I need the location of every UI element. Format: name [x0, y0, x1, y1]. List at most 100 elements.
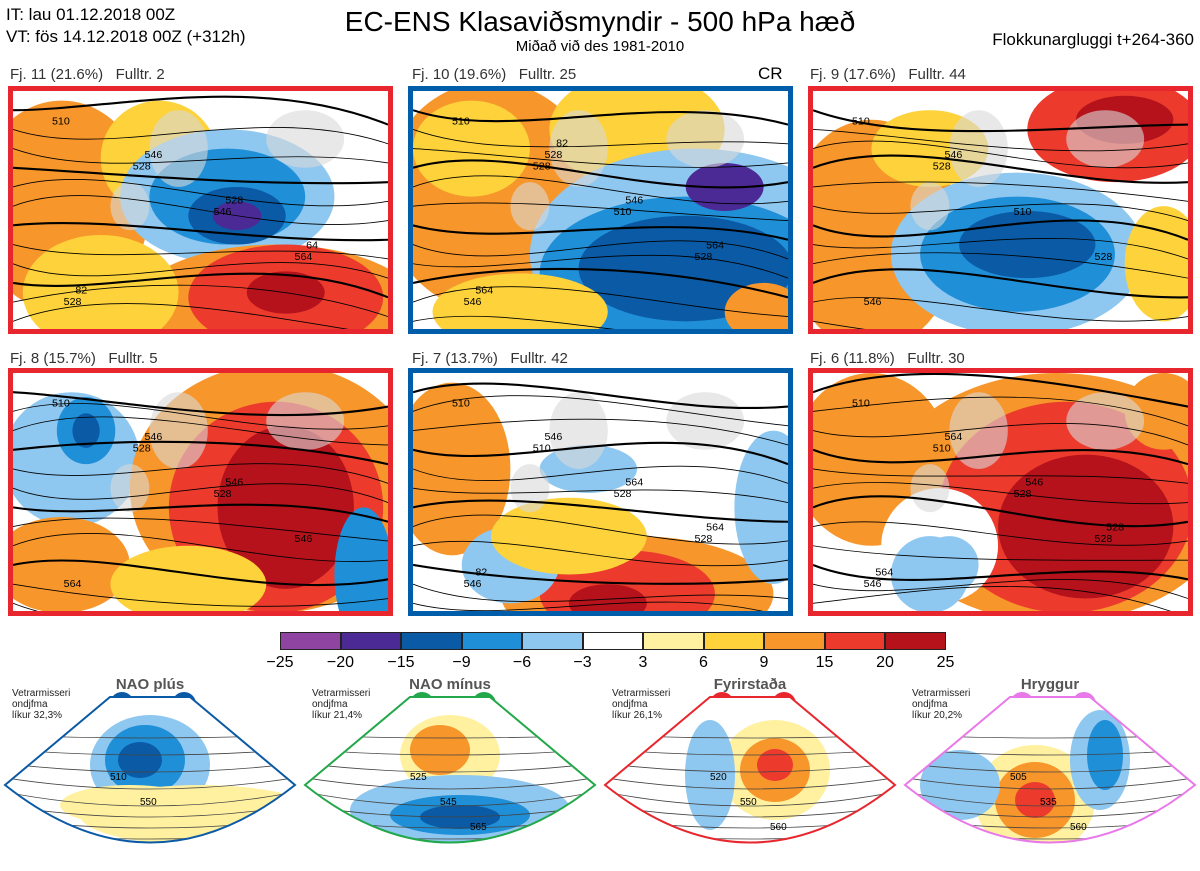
height-contour [413, 148, 788, 168]
regime-frame [3, 696, 297, 844]
height-contour [900, 847, 1200, 850]
anomaly-area [568, 584, 647, 611]
colorbar-swatch [824, 632, 885, 650]
contour-label: 82 [75, 285, 87, 297]
contour-label: 564 [944, 431, 962, 443]
anomaly-area [110, 545, 267, 611]
contour-label: 546 [464, 578, 482, 590]
height-contour [413, 563, 788, 585]
anomaly-area [60, 785, 200, 825]
contour-label: 546 [544, 431, 562, 443]
contour-label: 510 [533, 443, 551, 455]
contour-label: 545 [440, 797, 457, 808]
colorbar-tick-label: −9 [452, 654, 471, 671]
height-contour [13, 403, 388, 430]
height-contour [13, 440, 388, 466]
height-contour [13, 559, 388, 587]
height-contour [413, 175, 788, 205]
contour-label: 546 [144, 431, 162, 443]
anomaly-area [890, 536, 969, 611]
contour-label: 64 [306, 239, 318, 251]
contour-label: 528 [1094, 251, 1112, 263]
height-contour [13, 244, 388, 260]
height-contour [813, 586, 1171, 611]
regime-map: 520 550 560 [603, 696, 897, 844]
height-contour [305, 790, 595, 807]
contour-label: 546 [944, 149, 962, 161]
contour-label: 550 [740, 797, 757, 808]
colorbar-tick-label: 25 [936, 654, 955, 671]
height-contour [813, 396, 1188, 427]
contour-label: 564 [64, 578, 82, 590]
contour-label: 528 [214, 488, 232, 500]
height-contour [300, 847, 600, 850]
classification-window: Flokkunargluggi t+264-360 [992, 30, 1194, 49]
colorbar-tick-label: −3 [573, 654, 592, 671]
regime-title: NAO plús [115, 676, 185, 693]
contour-label: 564 [706, 521, 724, 533]
contour-label: 528 [694, 533, 712, 545]
height-contour [813, 563, 1188, 581]
anomaly-area [413, 382, 511, 556]
height-contour [413, 286, 788, 317]
regime-frame [603, 696, 897, 844]
colorbar-swatch [885, 632, 946, 650]
contour-label: 528 [614, 488, 632, 500]
anomaly-area [118, 742, 162, 778]
contour-label: 528 [694, 251, 712, 263]
contour-label: 564 [625, 476, 643, 488]
anomaly-area [1015, 782, 1055, 818]
height-contour [413, 601, 764, 611]
contour-label: 564 [706, 239, 724, 251]
height-contour [813, 545, 1188, 561]
contour-label: 510 [933, 443, 951, 455]
contour-label: 546 [1025, 476, 1043, 488]
height-contour [13, 391, 388, 417]
contour-label: 528 [1106, 521, 1124, 533]
height-contour [413, 441, 788, 466]
height-contour [813, 140, 1188, 169]
colorbar-swatch [461, 632, 522, 650]
contour-label: 510 [852, 116, 870, 128]
height-contour [813, 268, 1188, 299]
contour-label: 510 [452, 116, 470, 128]
colorbar-swatch [582, 632, 643, 650]
cluster-map: 510 528 546 564 528 546 528 64 82 [8, 86, 393, 334]
land-area [110, 182, 150, 231]
land-area [949, 110, 1008, 187]
cluster-map: 510 510 528 528 546 546 564 564 82 [408, 368, 793, 616]
page-title: EC-ENS Klasaviðsmyndir - 500 hPa hæð [344, 6, 856, 37]
height-contour [813, 181, 1188, 202]
colorbar-tick-label: −6 [512, 654, 532, 671]
height-contour [813, 297, 1188, 322]
contour-label: 528 [533, 161, 551, 173]
header-info: IT: lau 01.12.2018 00Z VT: fös 14.12.201… [6, 4, 246, 48]
height-contour [305, 762, 595, 773]
regime-note: Vetrarmisseri ondjfma líkur 32,3% [12, 688, 71, 721]
panel-label: Fj. 6 (11.8%) Fulltr. 30 [810, 350, 965, 367]
valid-time: VT: fös 14.12.2018 00Z (+312h) [6, 27, 246, 46]
contour-label: 546 [225, 476, 243, 488]
land-area [910, 182, 950, 231]
cluster-map: 510 510 528 528 546 564 546 528 564 [808, 368, 1193, 616]
height-contour [413, 583, 788, 603]
contour-label: 564 [475, 285, 493, 297]
height-contour [13, 284, 388, 317]
height-contour [413, 254, 788, 279]
height-contour [413, 315, 615, 329]
land-area [266, 110, 345, 168]
contour-label: 546 [864, 296, 882, 308]
anomaly-area [757, 749, 793, 781]
regime-map: 525 545 565 [300, 696, 600, 850]
anomaly-area [217, 425, 354, 589]
height-contour [13, 95, 388, 126]
contour-label: 520 [710, 772, 727, 783]
regime-frame [303, 696, 597, 844]
colorbar-swatch [340, 632, 401, 650]
height-contour [413, 267, 788, 299]
panel-label: Fj. 10 (19.6%) Fulltr. 25 [412, 66, 577, 83]
